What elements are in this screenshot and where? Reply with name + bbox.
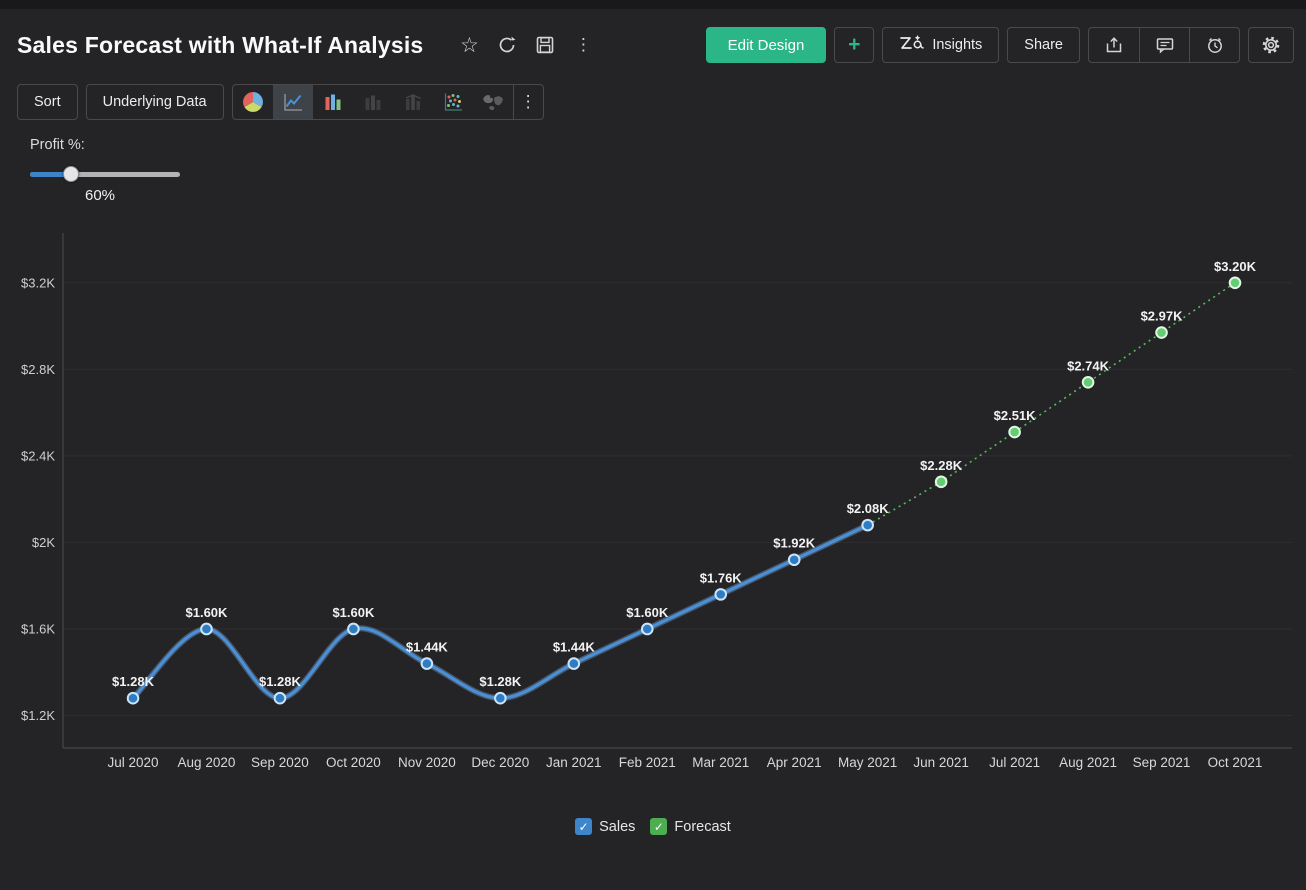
svg-text:Aug 2021: Aug 2021 [1059,755,1117,770]
legend-item-forecast[interactable]: ✓ Forecast [650,818,731,835]
svg-text:$1.44K: $1.44K [553,640,596,655]
check-icon: ✓ [653,819,664,834]
underlying-data-button[interactable]: Underlying Data [85,84,224,120]
comment-icon [1156,38,1173,54]
chart-type-bar: ⋮ [231,84,544,120]
chart-type-bar-icon[interactable] [313,85,353,119]
svg-text:Mar 2021: Mar 2021 [692,755,749,770]
comments-button[interactable] [1139,28,1189,62]
more-options-icon[interactable]: ⋮ [574,35,592,54]
whatif-value: 60% [85,187,116,204]
svg-text:$2.97K: $2.97K [1141,309,1184,324]
legend-item-sales[interactable]: ✓ Sales [575,818,635,835]
svg-text:$1.60K: $1.60K [186,605,229,620]
forecast-line-chart[interactable]: $1.2K $1.6K $2K $2.4K $2.8K $3.2K Jul 2020 Aug … [0,230,1306,805]
refresh-icon[interactable] [495,33,519,57]
whatif-label: Profit %: [30,137,85,153]
sort-button[interactable]: Sort [17,84,78,120]
chart-type-map-icon[interactable] [473,85,513,119]
svg-text:$2.8K: $2.8K [21,362,55,377]
svg-text:Feb 2021: Feb 2021 [619,755,676,770]
svg-text:$1.60K: $1.60K [332,605,375,620]
svg-text:Aug 2020: Aug 2020 [178,755,236,770]
svg-text:$2.4K: $2.4K [21,448,55,463]
svg-text:Sep 2020: Sep 2020 [251,755,309,770]
svg-text:$1.28K: $1.28K [112,674,155,689]
svg-text:Dec 2020: Dec 2020 [471,755,529,770]
svg-text:Jan 2021: Jan 2021 [546,755,602,770]
svg-text:$2.08K: $2.08K [847,501,890,516]
svg-text:Apr 2021: Apr 2021 [767,755,822,770]
svg-text:$2.28K: $2.28K [920,458,963,473]
save-icon[interactable] [533,33,557,57]
window-top-strip [0,0,1306,9]
chart-type-combo-icon[interactable] [393,85,433,119]
chart-type-scatter-icon[interactable] [433,85,473,119]
svg-text:$2K: $2K [32,535,55,550]
settings-button[interactable] [1248,27,1294,63]
forecast-checkbox[interactable]: ✓ [650,818,668,835]
svg-text:$3.2K: $3.2K [21,275,55,290]
svg-text:$1.92K: $1.92K [773,536,816,551]
chart-type-pie-icon[interactable] [233,85,273,119]
svg-text:May 2021: May 2021 [838,755,897,770]
chart-type-line-icon[interactable] [272,85,313,119]
edit-design-button[interactable]: Edit Design [705,27,827,63]
svg-text:$2.51K: $2.51K [994,408,1037,423]
export-button[interactable] [1089,28,1139,62]
more-chart-types-icon[interactable]: ⋮ [512,85,543,119]
zia-icon [899,33,925,57]
sales-checkbox[interactable]: ✓ [575,818,593,835]
toolbar: Sort Underlying Data ⋮ [17,84,544,120]
profit-slider[interactable] [30,166,180,182]
header: Sales Forecast with What-If Analysis ☆ ⋮… [17,27,1294,63]
add-button[interactable]: + [834,27,875,63]
svg-text:Oct 2020: Oct 2020 [326,755,381,770]
svg-text:$1.76K: $1.76K [700,570,743,585]
alarm-clock-icon [1207,37,1222,53]
legend-label-forecast: Forecast [674,818,731,835]
legend-label-sales: Sales [599,818,636,835]
page-title: Sales Forecast with What-If Analysis [17,31,424,58]
slider-fill [30,172,71,177]
svg-text:Nov 2020: Nov 2020 [398,755,456,770]
chart-type-stacked-bar-icon[interactable] [353,85,393,119]
plus-icon: + [848,33,861,56]
svg-text:$1.6K: $1.6K [21,621,55,636]
header-icon-group [1088,27,1240,63]
svg-text:$1.28K: $1.28K [479,674,522,689]
favorite-star-icon[interactable]: ☆ [459,33,479,57]
svg-text:$2.74K: $2.74K [1067,358,1110,373]
slider-thumb[interactable] [62,166,79,182]
svg-text:Sep 2021: Sep 2021 [1133,755,1191,770]
svg-text:$1.2K: $1.2K [21,708,55,723]
svg-text:$1.60K: $1.60K [626,605,669,620]
svg-text:Jul 2020: Jul 2020 [107,755,158,770]
chart-legend: ✓ Sales ✓ Forecast [0,818,1306,835]
svg-text:Jun 2021: Jun 2021 [913,755,969,770]
whatif-panel: Profit %: 60% [30,137,250,204]
share-button[interactable]: Share [1007,27,1080,63]
slider-track[interactable] [30,172,180,177]
svg-text:$1.28K: $1.28K [259,674,302,689]
settings-gear-icon [1262,36,1280,54]
svg-text:Oct 2021: Oct 2021 [1208,755,1263,770]
svg-text:Jul 2021: Jul 2021 [989,755,1040,770]
svg-text:$1.44K: $1.44K [406,640,449,655]
export-icon [1106,37,1122,53]
insights-button[interactable]: Insights [882,27,1000,63]
alerts-button[interactable] [1189,28,1239,62]
svg-text:$3.20K: $3.20K [1214,259,1257,274]
check-icon: ✓ [578,819,589,834]
